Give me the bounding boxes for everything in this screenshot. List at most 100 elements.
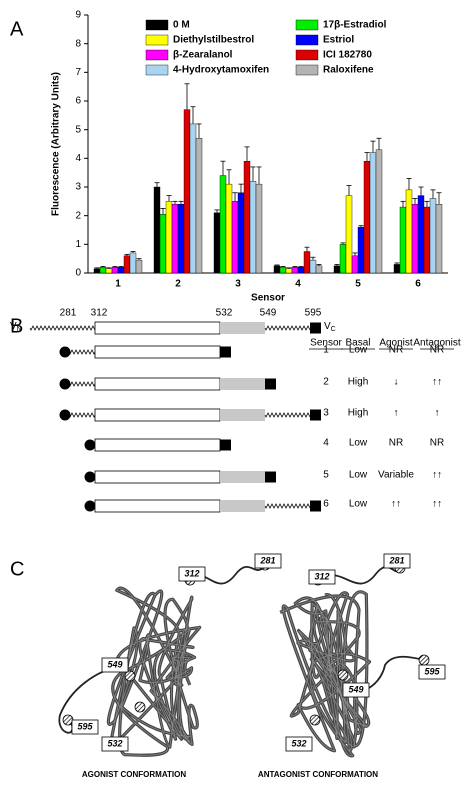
vc-fragment <box>220 346 231 358</box>
bar <box>345 195 353 274</box>
legend-label: Estriol <box>323 35 354 46</box>
linker <box>64 349 96 355</box>
error-bar <box>334 263 340 266</box>
linker <box>29 325 96 331</box>
table-header: Basal <box>345 338 370 349</box>
error-bar <box>238 183 244 193</box>
error-bar <box>184 83 190 110</box>
error-bar <box>220 160 226 176</box>
linker <box>64 381 96 387</box>
bar <box>417 195 425 274</box>
residue-label: 549 <box>348 684 363 694</box>
helix-12 <box>220 322 265 334</box>
bar <box>225 183 233 274</box>
table-header: Antagonist <box>413 338 460 349</box>
bar <box>297 267 305 274</box>
error-bar <box>256 166 262 185</box>
bar <box>435 203 443 274</box>
bar <box>333 265 341 274</box>
vc-fragment <box>265 378 276 390</box>
legend-label: 17β-Estradiol <box>323 20 387 31</box>
error-bar <box>352 252 358 256</box>
bar <box>105 268 113 274</box>
vc-fragment <box>310 409 321 421</box>
caption: ANTAGONIST CONFORMATION <box>258 770 378 779</box>
error-bar <box>394 262 400 265</box>
bar <box>231 201 239 274</box>
residue-label: 595 <box>77 721 93 731</box>
error-bar <box>214 209 220 213</box>
error-bar <box>376 137 382 150</box>
bar <box>285 268 293 274</box>
bar <box>303 251 311 274</box>
bar <box>351 255 359 274</box>
error-bar <box>370 140 376 153</box>
label-box <box>254 553 282 569</box>
bar <box>369 152 377 274</box>
residue-marker <box>309 714 321 726</box>
table-cell: Low <box>349 438 368 449</box>
table-cell: 3 <box>323 408 329 419</box>
error-bar <box>178 200 184 205</box>
bar <box>99 267 107 274</box>
terminus-label: VN <box>10 321 22 333</box>
lbd-core <box>94 408 221 422</box>
panel-label: B <box>10 315 23 337</box>
legend-swatch <box>145 34 169 46</box>
linker <box>264 325 311 331</box>
error-bar <box>418 186 424 196</box>
residue-marker <box>124 670 136 682</box>
label-box <box>383 553 411 569</box>
bar <box>411 203 419 274</box>
bar <box>405 189 413 274</box>
error-bar <box>250 166 256 182</box>
error-bar <box>244 146 250 162</box>
residue-label: 595 <box>424 666 440 676</box>
y-tick-label: 5 <box>75 124 81 135</box>
bar <box>255 183 263 274</box>
terminus-sub: C <box>331 326 336 333</box>
error-bar <box>292 266 298 268</box>
y-tick-label: 7 <box>75 67 81 78</box>
vc-fragment <box>220 439 231 451</box>
residue-marker <box>62 714 74 726</box>
legend-swatch <box>295 19 319 31</box>
residue-marker <box>418 654 430 666</box>
residue-label: 312 <box>314 571 329 581</box>
bar <box>339 244 347 274</box>
table-cell: ↑↑ <box>432 377 442 388</box>
bar <box>375 149 383 274</box>
x-tick-label: 2 <box>175 279 181 290</box>
table-cell: 6 <box>323 499 329 510</box>
bar <box>171 203 179 274</box>
error-bar <box>136 258 142 261</box>
error-bar <box>160 208 166 215</box>
error-bar <box>232 192 238 202</box>
bar <box>243 160 251 274</box>
label-box <box>101 736 129 752</box>
y-tick-label: 0 <box>75 268 81 279</box>
helix-12 <box>220 378 265 390</box>
error-bar <box>118 266 124 268</box>
residue-number: 595 <box>305 308 322 319</box>
linker <box>64 412 96 418</box>
error-bar <box>358 225 364 228</box>
error-bar <box>340 242 346 245</box>
x-tick-label: 4 <box>295 279 301 290</box>
error-bar <box>166 195 172 202</box>
x-tick-label: 5 <box>355 279 361 290</box>
legend-label: Raloxifene <box>323 65 374 76</box>
legend-swatch <box>295 49 319 61</box>
x-axis-label: Sensor <box>251 293 285 304</box>
residue-label: 281 <box>388 555 404 565</box>
bar <box>237 192 245 274</box>
error-bar <box>424 200 430 208</box>
bar <box>153 186 161 274</box>
table-cell: ↑↑ <box>432 499 442 510</box>
legend-swatch <box>295 64 319 76</box>
error-bar <box>310 256 316 261</box>
table-cell: High <box>348 408 369 419</box>
error-bar <box>124 253 130 256</box>
bar <box>213 212 221 274</box>
